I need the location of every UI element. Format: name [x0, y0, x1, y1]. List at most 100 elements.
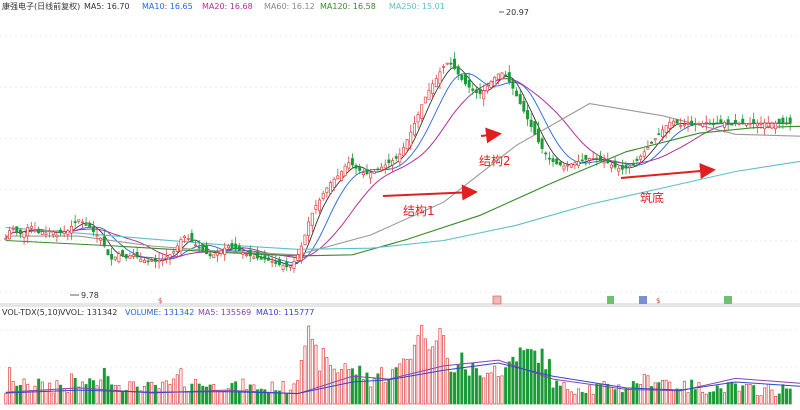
candle-body — [540, 138, 544, 149]
volume-bar — [234, 381, 238, 405]
volume-bar — [380, 367, 384, 405]
volume-bar — [704, 393, 708, 405]
candle-body — [770, 122, 774, 129]
volume-bar — [653, 382, 657, 405]
ma10-legend: MA10: 16.65 — [142, 2, 193, 11]
candle-body — [117, 253, 121, 263]
candle-body — [671, 120, 675, 126]
candle-body — [631, 163, 635, 166]
volume-bar — [175, 374, 179, 405]
volume-bar — [77, 386, 81, 405]
candle-body — [15, 226, 19, 233]
volume-bar — [602, 381, 606, 405]
volume-bar — [48, 382, 52, 405]
candle-body — [234, 243, 238, 250]
volume-bar — [431, 346, 435, 405]
volume-bar — [259, 388, 263, 405]
arrow-bottom — [620, 163, 716, 180]
ma20-legend: MA20: 16.68 — [202, 2, 253, 11]
volume-bar — [427, 349, 431, 405]
candle-body — [132, 254, 135, 257]
volume-bar — [179, 368, 183, 405]
candle-body — [380, 166, 384, 171]
volume-bar — [325, 357, 329, 405]
candle-body — [456, 66, 460, 75]
volume-bar — [733, 383, 737, 405]
candle-body — [18, 229, 22, 235]
candle-body — [194, 244, 198, 247]
volume-bar — [40, 381, 44, 405]
volume-bar — [434, 340, 438, 405]
volume-bar — [387, 379, 391, 405]
candle-body — [555, 158, 559, 165]
volume-bar — [277, 390, 281, 405]
candle-body — [95, 234, 99, 237]
volume-bar — [453, 372, 457, 405]
candle-body — [675, 119, 679, 124]
volume-bar — [44, 390, 48, 405]
volume-bar — [219, 390, 223, 405]
candle-body — [460, 74, 464, 80]
volume-bar — [172, 378, 176, 405]
candle-body — [781, 117, 785, 124]
candle-body — [237, 245, 241, 251]
candle-body — [690, 120, 694, 126]
candle-body — [507, 72, 511, 83]
candle-body — [387, 159, 391, 164]
volume-bar — [675, 388, 679, 405]
candle-body — [321, 193, 325, 199]
candle-body — [325, 187, 329, 193]
volume-bar — [401, 358, 405, 405]
candle-body — [766, 122, 770, 127]
candle-body — [267, 257, 270, 261]
candle-body — [157, 259, 161, 263]
candle-body — [536, 128, 540, 143]
candle-body — [453, 58, 457, 69]
candle-body — [566, 164, 570, 167]
candle-body — [248, 249, 252, 257]
volume-bar — [321, 348, 325, 405]
volume-bar — [657, 382, 661, 405]
volume-bar — [405, 359, 409, 405]
volume-bar — [522, 350, 526, 405]
volume-bar — [467, 375, 471, 405]
price-header: 康强电子(日线前复权) MA5: 16.70 MA10: 16.65 MA20:… — [2, 1, 445, 11]
candle-body — [336, 175, 340, 180]
volume-bar — [650, 386, 654, 405]
candle-body — [774, 122, 778, 130]
volume-bar — [730, 381, 734, 405]
volume-bar — [635, 383, 639, 405]
candle-body — [628, 165, 632, 168]
candle-body — [577, 161, 581, 167]
volume-bar — [712, 391, 716, 405]
candle-body — [168, 254, 172, 258]
candle-body — [434, 78, 438, 87]
candle-body — [88, 223, 92, 228]
candle-body — [624, 165, 628, 169]
event-marker — [724, 296, 732, 304]
candle-body — [511, 79, 515, 89]
volume-bar — [412, 344, 416, 405]
volume-bar — [752, 385, 756, 405]
candle-body — [40, 231, 44, 235]
candle-body — [726, 119, 730, 124]
volume-bar — [303, 345, 307, 405]
candle-body — [161, 258, 165, 261]
candle-body — [580, 159, 584, 162]
candle-body — [70, 225, 73, 234]
volume-bar — [157, 388, 161, 405]
event-markers: $ $ — [158, 295, 732, 305]
volume-bar — [223, 390, 227, 405]
volume-bar — [507, 361, 511, 405]
volume-bar — [263, 389, 267, 405]
volume-bar — [369, 386, 373, 405]
volume-legend: VOLUME: 131342 — [125, 308, 194, 317]
candle-body — [307, 221, 311, 237]
candle-body — [164, 256, 168, 259]
volume-bar — [723, 392, 726, 405]
volume-ma10-line — [5, 362, 800, 395]
price-panel-title: 康强电子(日线前复权) — [2, 1, 80, 11]
volume-bar — [741, 385, 745, 405]
candle-body — [343, 165, 347, 177]
